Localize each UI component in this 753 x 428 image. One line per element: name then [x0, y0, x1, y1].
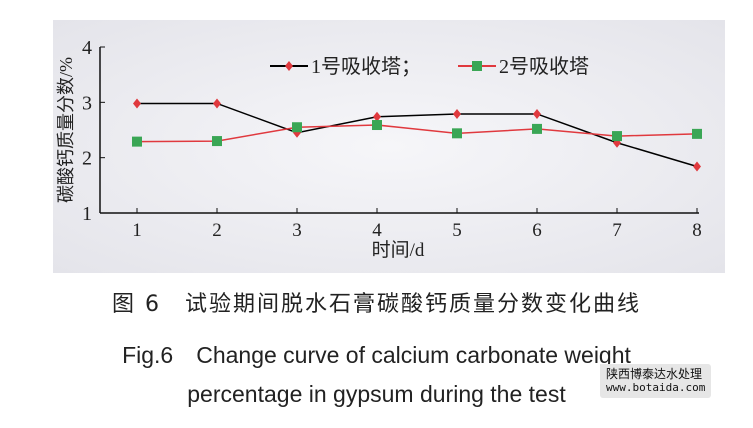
data-point-series2 [212, 136, 222, 147]
chart-panel [53, 20, 725, 273]
x-tick-label: 3 [292, 220, 302, 241]
data-point-series2 [132, 136, 142, 147]
legend-label-1: 1号吸收塔； [311, 55, 421, 78]
y-axis-label: 碳酸钙质量分数/% [56, 57, 76, 203]
y-tick-label: 2 [82, 148, 92, 170]
x-tick-label: 4 [372, 220, 382, 241]
data-point-series2 [532, 123, 542, 134]
y-tick-label: 4 [82, 37, 92, 59]
data-point-series1 [693, 161, 701, 172]
data-point-series1 [293, 127, 301, 138]
x-tick-label: 1 [132, 220, 142, 241]
x-tick-label: 7 [612, 220, 622, 241]
data-point-series2 [692, 128, 702, 139]
legend-marker-2 [472, 61, 482, 71]
watermark: 陕西博泰达水处理 www.botaida.com [600, 364, 712, 398]
data-point-series1 [373, 111, 381, 122]
x-tick-label: 6 [532, 220, 542, 241]
y-tick-label: 3 [82, 92, 92, 114]
data-point-series1 [533, 108, 541, 119]
data-point-series2 [612, 131, 622, 142]
data-point-series1 [213, 98, 221, 109]
x-axis-label: 时间/d [372, 239, 425, 261]
series-line-1 [137, 102, 698, 168]
watermark-line2: www.botaida.com [606, 381, 706, 394]
legend-label-2: 2号吸收塔 [499, 55, 589, 78]
legend-marker-1 [285, 61, 293, 71]
y-tick-label: 1 [82, 203, 92, 225]
x-tick-label: 5 [452, 220, 462, 241]
watermark-line1: 陕西博泰达水处理 [606, 367, 703, 381]
data-point-series1 [133, 98, 141, 109]
data-point-series2 [452, 128, 462, 139]
data-point-series1 [453, 108, 461, 119]
data-point-series2 [292, 122, 302, 133]
caption-chinese: 图 6 试验期间脱水石膏碳酸钙质量分数变化曲线 [112, 292, 641, 317]
x-tick-label: 2 [212, 220, 222, 241]
x-tick-label: 8 [692, 220, 702, 241]
series-line-2 [136, 124, 698, 143]
caption-english-line1: Fig.6 Change curve of calcium carbonate … [122, 342, 631, 368]
data-point-series2 [372, 120, 382, 131]
caption-english-line2: percentage in gypsum during the test [187, 381, 566, 407]
